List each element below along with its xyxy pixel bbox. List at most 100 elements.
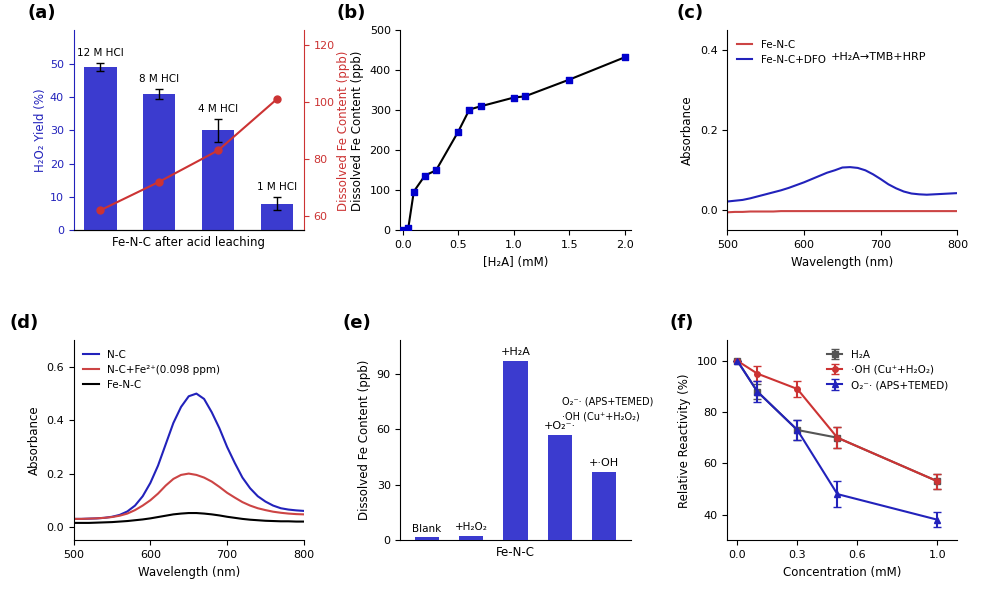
Fe-N-C: [829, 208, 841, 215]
Text: (f): (f): [670, 314, 694, 332]
Point: [401, 223, 416, 233]
N-C: [76, 515, 87, 523]
Fe-N-C: [198, 510, 210, 517]
Fe-N-C: [905, 208, 917, 215]
Point: [406, 187, 421, 197]
N-C: [291, 507, 302, 514]
Fe-N-C+DFO: [752, 192, 764, 200]
N-C: [283, 506, 295, 513]
Fe-N-C: [76, 519, 87, 526]
Fe-N-C: [837, 208, 848, 215]
N-C+Fe²⁺(0.098 ppm): [221, 489, 233, 497]
Y-axis label: Relative Reactivity (%): Relative Reactivity (%): [678, 373, 691, 507]
Fe-N-C: [237, 515, 248, 523]
Point: [451, 127, 466, 137]
Bar: [202, 131, 235, 230]
Fe-N-C: [768, 208, 780, 215]
Bar: [548, 435, 572, 540]
Line: Fe-N-C: Fe-N-C: [728, 211, 957, 212]
Text: (d): (d): [9, 314, 38, 332]
Point: [472, 101, 488, 111]
N-C: [136, 493, 148, 500]
Fe-N-C: [952, 208, 963, 215]
Text: 4 M HCl: 4 M HCl: [198, 104, 239, 114]
Legend: H₂A, ·OH (Cu⁺+H₂O₂), O₂⁻· (APS+TEMED): H₂A, ·OH (Cu⁺+H₂O₂), O₂⁻· (APS+TEMED): [823, 345, 953, 394]
Fe-N-C: [845, 208, 856, 215]
Text: (e): (e): [343, 314, 371, 332]
Bar: [504, 361, 527, 540]
Text: +·OH: +·OH: [589, 458, 619, 468]
X-axis label: Fe-N-C after acid leaching: Fe-N-C after acid leaching: [112, 236, 265, 249]
N-C+Fe²⁺(0.098 ppm): [206, 478, 218, 485]
Fe-N-C: [936, 208, 948, 215]
Text: +H₂O₂: +H₂O₂: [455, 522, 488, 532]
Bar: [592, 472, 617, 540]
X-axis label: Fe-N-C: Fe-N-C: [496, 546, 535, 559]
Y-axis label: Absorbance: Absorbance: [682, 95, 694, 165]
Fe-N-C+DFO: [829, 167, 841, 174]
Text: ·OH (Cu⁺+H₂O₂): ·OH (Cu⁺+H₂O₂): [562, 411, 640, 421]
Fe-N-C: [791, 208, 802, 215]
Fe-N-C: [729, 208, 740, 215]
Fe-N-C: [259, 517, 271, 524]
N-C+Fe²⁺(0.098 ppm): [191, 471, 202, 478]
Text: O₂⁻· (APS+TEMED): O₂⁻· (APS+TEMED): [562, 396, 653, 406]
Fe-N-C: [821, 208, 833, 215]
N-C: [90, 515, 102, 522]
Fe-N-C: [813, 208, 825, 215]
Point: [562, 75, 577, 84]
Line: N-C+Fe²⁺(0.098 ppm): N-C+Fe²⁺(0.098 ppm): [74, 473, 303, 519]
Fe-N-C+DFO: [913, 191, 925, 198]
Point: [506, 93, 521, 103]
N-C+Fe²⁺(0.098 ppm): [245, 502, 256, 509]
N-C+Fe²⁺(0.098 ppm): [152, 490, 164, 497]
Fe-N-C: [291, 518, 302, 525]
Text: 12 M HCl: 12 M HCl: [77, 48, 124, 58]
Fe-N-C+DFO: [736, 196, 748, 203]
Point: [417, 171, 433, 180]
Bar: [143, 93, 176, 230]
Text: +H₂A→TMB+HRP: +H₂A→TMB+HRP: [831, 52, 926, 63]
Fe-N-C: [252, 517, 264, 524]
N-C: [267, 502, 279, 509]
X-axis label: Concentration (mM): Concentration (mM): [784, 566, 901, 578]
N-C+Fe²⁺(0.098 ppm): [275, 509, 287, 517]
N-C: [198, 395, 210, 402]
Fe-N-C: [183, 509, 194, 517]
Point: [618, 52, 633, 62]
N-C+Fe²⁺(0.098 ppm): [136, 502, 148, 509]
N-C: [122, 508, 134, 515]
Fe-N-C: [160, 512, 172, 520]
N-C: [221, 443, 233, 450]
Text: 8 M HCl: 8 M HCl: [139, 73, 180, 84]
N-C+Fe²⁺(0.098 ppm): [76, 515, 87, 523]
Fe-N-C+DFO: [883, 181, 895, 188]
Fe-N-C: [221, 513, 233, 520]
N-C+Fe²⁺(0.098 ppm): [90, 515, 102, 522]
Fe-N-C: [114, 518, 126, 525]
N-C+Fe²⁺(0.098 ppm): [106, 514, 118, 521]
Point: [395, 225, 410, 235]
Fe-N-C: [144, 515, 156, 522]
Fe-N-C: [890, 208, 901, 215]
N-C+Fe²⁺(0.098 ppm): [198, 474, 210, 481]
N-C: [237, 474, 248, 481]
Fe-N-C: [898, 208, 909, 215]
Y-axis label: Dissolved Fe Content (ppb): Dissolved Fe Content (ppb): [358, 360, 371, 520]
Fe-N-C: [83, 519, 95, 526]
X-axis label: Wavelength (nm): Wavelength (nm): [791, 256, 894, 268]
N-C+Fe²⁺(0.098 ppm): [213, 483, 225, 490]
Fe-N-C: [122, 517, 134, 524]
Fe-N-C+DFO: [775, 187, 787, 194]
Fe-N-C: [929, 208, 941, 215]
Bar: [261, 203, 294, 230]
Fe-N-C: [98, 519, 110, 526]
Fe-N-C: [213, 512, 225, 519]
N-C+Fe²⁺(0.098 ppm): [122, 510, 134, 517]
Point: [428, 166, 444, 175]
Fe-N-C: [283, 518, 295, 525]
Y-axis label: Dissolved Fe Content (ppb): Dissolved Fe Content (ppb): [338, 50, 351, 211]
Legend: N-C, N-C+Fe²⁺(0.098 ppm), Fe-N-C: N-C, N-C+Fe²⁺(0.098 ppm), Fe-N-C: [79, 345, 224, 394]
Fe-N-C: [744, 208, 756, 215]
Fe-N-C: [106, 518, 118, 526]
